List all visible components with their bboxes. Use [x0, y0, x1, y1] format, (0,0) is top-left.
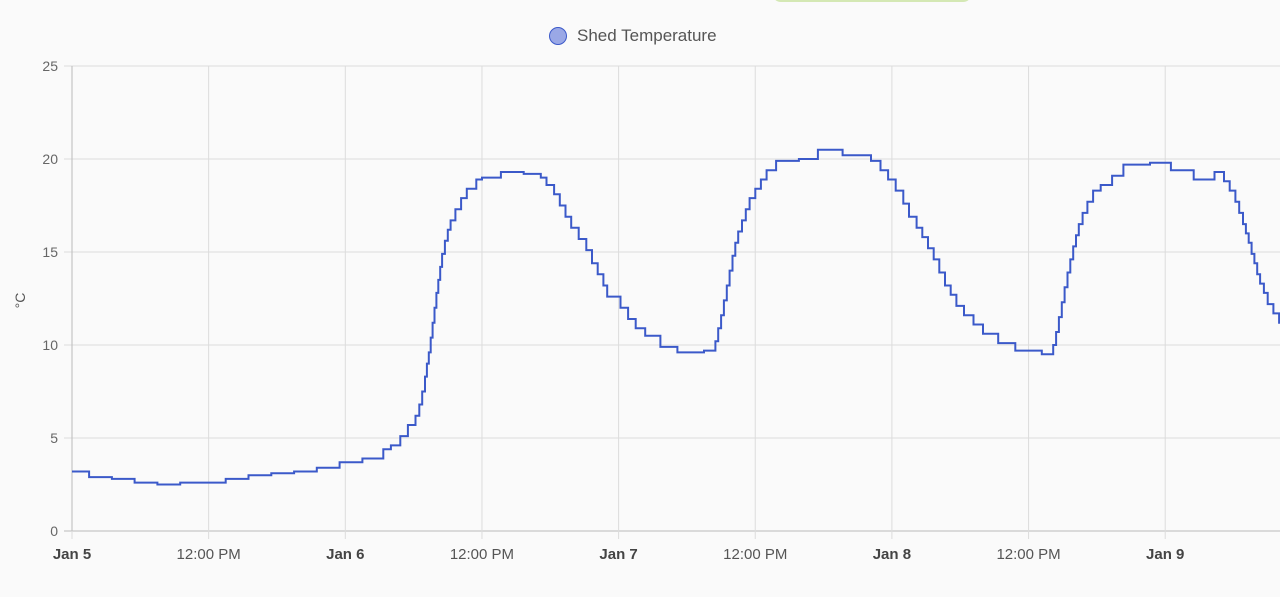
y-tick-label: 0: [50, 523, 58, 539]
series-group: [72, 148, 1280, 486]
x-tick-label: Jan 7: [599, 546, 637, 563]
y-tick-label: 5: [50, 430, 58, 446]
legend-label: Shed Temperature: [577, 26, 717, 45]
x-tick-label: Jan 9: [1146, 546, 1184, 563]
x-axis-ticks: Jan 5 12:00 PM Jan 6 12:00 PM Jan 7 12:00 PM J…: [53, 546, 1185, 563]
x-tick-label: Jan 5: [53, 546, 91, 563]
series-line-shed-temperature[interactable]: [72, 148, 1280, 486]
x-tick-label: Jan 6: [326, 546, 364, 563]
y-axis-title: °C: [12, 293, 28, 309]
y-tick-label: 25: [42, 58, 58, 74]
y-tick-label: 20: [42, 151, 58, 167]
legend-swatch-icon: [549, 27, 567, 45]
x-tick-label: 12:00 PM: [450, 546, 514, 563]
x-gridlines: [71, 66, 1166, 539]
y-axis-ticks: 0 5 10 15 20 25: [42, 58, 58, 539]
x-tick-label: Jan 8: [873, 546, 911, 563]
x-tick-label: 12:00 PM: [177, 546, 241, 563]
x-tick-label: 12:00 PM: [996, 546, 1060, 563]
y-gridlines: [64, 65, 1280, 532]
y-tick-label: 15: [42, 244, 58, 260]
y-tick-label: 10: [42, 337, 58, 353]
legend-item-shed-temperature[interactable]: Shed Temperature: [549, 24, 717, 48]
x-tick-label: 12:00 PM: [723, 546, 787, 563]
